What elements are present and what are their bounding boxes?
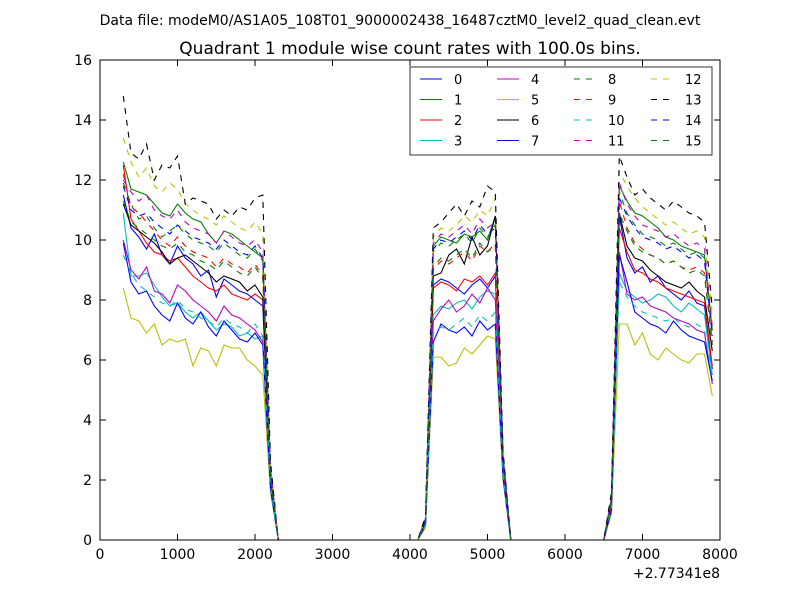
- y-tick-label: 2: [83, 473, 92, 489]
- x-tick-label: 7000: [625, 547, 661, 563]
- legend-label-5: 5: [531, 94, 539, 109]
- x-tick-label: 1000: [160, 547, 196, 563]
- y-tick-label: 14: [74, 113, 92, 129]
- legend-label-13: 13: [685, 94, 702, 109]
- x-tick-label: 3000: [315, 547, 351, 563]
- legend-label-11: 11: [608, 135, 625, 150]
- legend-box: [409, 66, 713, 156]
- series-line-12: [122, 137, 713, 541]
- legend-label-10: 10: [608, 114, 625, 129]
- series-line-13: [122, 95, 713, 541]
- legend-label-7: 7: [531, 135, 539, 150]
- legend-label-0: 0: [454, 73, 462, 88]
- x-tick-label: 8000: [702, 547, 738, 563]
- legend-label-14: 14: [685, 114, 702, 129]
- series-line-8: [122, 182, 713, 541]
- series-line-5: [122, 287, 713, 541]
- x-offset-label: +2.77341e8: [633, 566, 720, 582]
- chart-title: Quadrant 1 module wise count rates with …: [179, 39, 640, 59]
- series-line-0: [122, 194, 713, 541]
- axis-ticks: 0 1000 2000 3000 4000 5000 6000 7000 80000246810…: [74, 53, 738, 563]
- series-line-2: [122, 164, 713, 541]
- y-tick-label: 0: [83, 533, 92, 549]
- y-tick-label: 16: [74, 53, 92, 69]
- series-line-15: [122, 200, 713, 541]
- y-tick-label: 6: [83, 353, 92, 369]
- y-tick-label: 8: [83, 293, 92, 309]
- legend-label-4: 4: [531, 73, 539, 88]
- legend-label-9: 9: [608, 94, 616, 109]
- legend-label-12: 12: [685, 73, 702, 88]
- legend-label-1: 1: [454, 94, 462, 109]
- y-tick-label: 4: [83, 413, 92, 429]
- x-tick-label: 4000: [392, 547, 428, 563]
- data-file-supertitle: Data file: modeM0/AS1A05_108T01_90000024…: [100, 13, 701, 29]
- series-line-10: [122, 254, 713, 541]
- legend-label-2: 2: [454, 114, 462, 129]
- series-layer: [122, 95, 713, 541]
- y-tick-label: 12: [74, 173, 92, 189]
- legend-label-15: 15: [685, 135, 702, 150]
- legend-label-6: 6: [531, 114, 539, 129]
- series-line-7: [122, 242, 713, 541]
- x-tick-label: 5000: [470, 547, 506, 563]
- legend-label-3: 3: [454, 135, 462, 150]
- series-line-6: [122, 203, 713, 541]
- x-tick-label: 0: [96, 547, 105, 563]
- x-tick-label: 6000: [547, 547, 583, 563]
- x-tick-label: 2000: [237, 547, 273, 563]
- y-tick-label: 10: [74, 233, 92, 249]
- legend-label-8: 8: [608, 73, 616, 88]
